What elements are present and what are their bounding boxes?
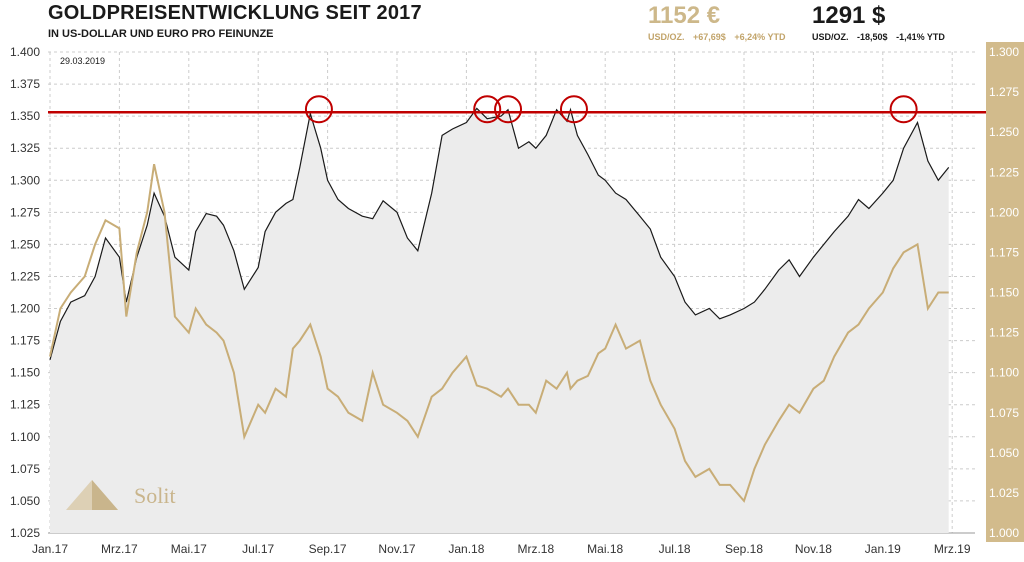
usd-change-abs: -18,50$ <box>857 32 888 42</box>
x-tick-label: Mai.17 <box>171 542 207 556</box>
right-tick-label: 1.250 <box>989 125 1019 139</box>
right-tick-label: 1.175 <box>989 245 1019 259</box>
x-tick-label: Mrz.17 <box>101 542 138 556</box>
resistance-markers <box>304 95 918 124</box>
usd-unit: USD/OZ. <box>812 32 849 42</box>
usd-price-line <box>49 107 950 360</box>
right-tick-label: 1.200 <box>989 205 1019 219</box>
usd-change-pct: -1,41% YTD <box>896 32 945 42</box>
left-tick-label: 1.200 <box>10 302 40 316</box>
x-tick-label: Nov.17 <box>378 542 415 556</box>
left-tick-label: 1.025 <box>10 526 40 540</box>
left-tick-label: 1.125 <box>10 398 40 412</box>
eur-change-pct: +6,24% YTD <box>734 32 786 42</box>
usd-info: USD/OZ. -18,50$ -1,41% YTD <box>812 32 951 42</box>
x-tick-label: Mrz.19 <box>934 542 971 556</box>
eur-unit: USD/OZ. <box>648 32 685 42</box>
eur-info: USD/OZ. +67,69$ +6,24% YTD <box>648 32 791 42</box>
left-tick-label: 1.175 <box>10 334 40 348</box>
left-tick-label: 1.400 <box>10 45 40 59</box>
left-tick-label: 1.100 <box>10 430 40 444</box>
solit-logo: Solit <box>66 480 176 510</box>
right-tick-label: 1.275 <box>989 85 1019 99</box>
x-tick-label: Sep.18 <box>725 542 763 556</box>
left-tick-label: 1.350 <box>10 109 40 123</box>
left-tick-label: 1.300 <box>10 173 40 187</box>
date-stamp: 29.03.2019 <box>60 56 105 66</box>
left-tick-label: 1.325 <box>10 141 40 155</box>
left-axis: 1.025 1.050 1.075 1.100 1.125 1.150 1.175 1.200… <box>10 45 40 540</box>
right-axis: 1.000 1.025 1.050 1.075 1.100 1.125 1.150 1.175… <box>989 45 1019 540</box>
left-tick-label: 1.275 <box>10 205 40 219</box>
right-tick-label: 1.125 <box>989 326 1019 340</box>
x-tick-label: Jan.19 <box>865 542 901 556</box>
right-tick-label: 1.000 <box>989 526 1019 540</box>
logo-text: Solit <box>134 483 176 508</box>
x-tick-label: Jul.17 <box>242 542 274 556</box>
right-tick-label: 1.075 <box>989 406 1019 420</box>
eur-price-line <box>49 163 949 503</box>
left-tick-label: 1.075 <box>10 462 40 476</box>
x-tick-label: Mrz.18 <box>517 542 554 556</box>
eur-price: 1152 € <box>648 2 721 29</box>
x-tick-label: Jan.18 <box>448 542 484 556</box>
right-tick-label: 1.225 <box>989 165 1019 179</box>
eur-change-abs: +67,69$ <box>693 32 726 42</box>
right-axis-band <box>986 42 1024 542</box>
resistance-circle <box>494 95 523 124</box>
left-tick-label: 1.250 <box>10 237 40 251</box>
x-tick-label: Nov.18 <box>795 542 832 556</box>
right-tick-label: 1.025 <box>989 486 1019 500</box>
resistance-circle <box>559 95 588 124</box>
resistance-circle <box>889 95 918 124</box>
x-tick-label: Jan.17 <box>32 542 68 556</box>
left-tick-label: 1.375 <box>10 77 40 91</box>
left-tick-label: 1.150 <box>10 366 40 380</box>
chart-title: GOLDPREISENTWICKLUNG SEIT 2017 <box>48 2 422 24</box>
x-tick-label: Mai.18 <box>587 542 623 556</box>
x-tick-label: Sep.17 <box>309 542 347 556</box>
resistance-circle <box>473 95 502 124</box>
left-tick-label: 1.050 <box>10 494 40 508</box>
pyramid-icon-shade <box>92 480 118 510</box>
chart-subtitle: IN US-DOLLAR UND EURO PRO FEINUNZE <box>48 28 274 40</box>
resistance-circle <box>304 95 333 124</box>
x-axis: Jan.17 Mrz.17 Mai.17 Jul.17 Sep.17 Nov.17 Jan.… <box>32 542 971 556</box>
left-tick-label: 1.225 <box>10 269 40 283</box>
right-tick-label: 1.300 <box>989 45 1019 59</box>
right-tick-label: 1.150 <box>989 286 1019 300</box>
x-tick-label: Jul.18 <box>659 542 691 556</box>
right-tick-label: 1.050 <box>989 446 1019 460</box>
usd-price: 1291 $ <box>812 2 886 29</box>
right-tick-label: 1.100 <box>989 366 1019 380</box>
